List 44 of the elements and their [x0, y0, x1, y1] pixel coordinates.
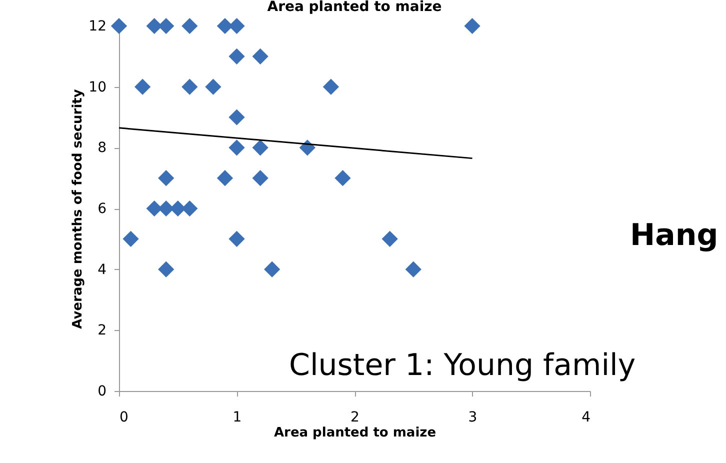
- point: [146, 18, 162, 34]
- point: [252, 48, 268, 64]
- x-tick-label: 1: [232, 410, 242, 426]
- point: [405, 261, 422, 278]
- point: [228, 230, 245, 247]
- point: [228, 48, 245, 64]
- point: [122, 230, 139, 247]
- point: [334, 170, 351, 186]
- x-tick-label: 2: [350, 410, 360, 426]
- point: [158, 261, 174, 278]
- point: [110, 18, 128, 34]
- x-tick-label: 4: [582, 410, 591, 426]
- y-tick-label: 4: [98, 262, 107, 278]
- point: [228, 18, 245, 34]
- y-axis-title: Average months of food security: [70, 88, 86, 329]
- point: [134, 78, 151, 95]
- point: [464, 18, 480, 34]
- point: [205, 78, 222, 95]
- point: [158, 18, 174, 34]
- y-tick-label: 6: [98, 201, 107, 217]
- y-tick-label: 12: [88, 18, 106, 34]
- x-tick-label: 0: [120, 410, 128, 426]
- y-tick-label: 2: [98, 322, 106, 339]
- point: [182, 200, 198, 217]
- y-tick-label: 10: [88, 79, 106, 96]
- x-tick-label: 3: [468, 410, 478, 426]
- chart-title: Area planted to maize: [267, 0, 442, 15]
- annotation: Cluster 1: Young family: [289, 348, 636, 383]
- point: [182, 78, 198, 95]
- point: [182, 18, 198, 34]
- point: [228, 109, 245, 126]
- y-tick-label: 8: [98, 140, 106, 156]
- y-tick-label: 0: [98, 384, 106, 400]
- point: [252, 140, 268, 156]
- point: [382, 230, 398, 247]
- point: [216, 170, 234, 186]
- point: [146, 200, 162, 217]
- x-axis-title: Area planted to maize: [274, 426, 436, 440]
- point: [158, 170, 174, 186]
- point: [322, 78, 340, 95]
- point: [264, 261, 280, 278]
- point: [228, 140, 245, 156]
- point: [252, 170, 268, 186]
- text: Hang: [630, 218, 718, 253]
